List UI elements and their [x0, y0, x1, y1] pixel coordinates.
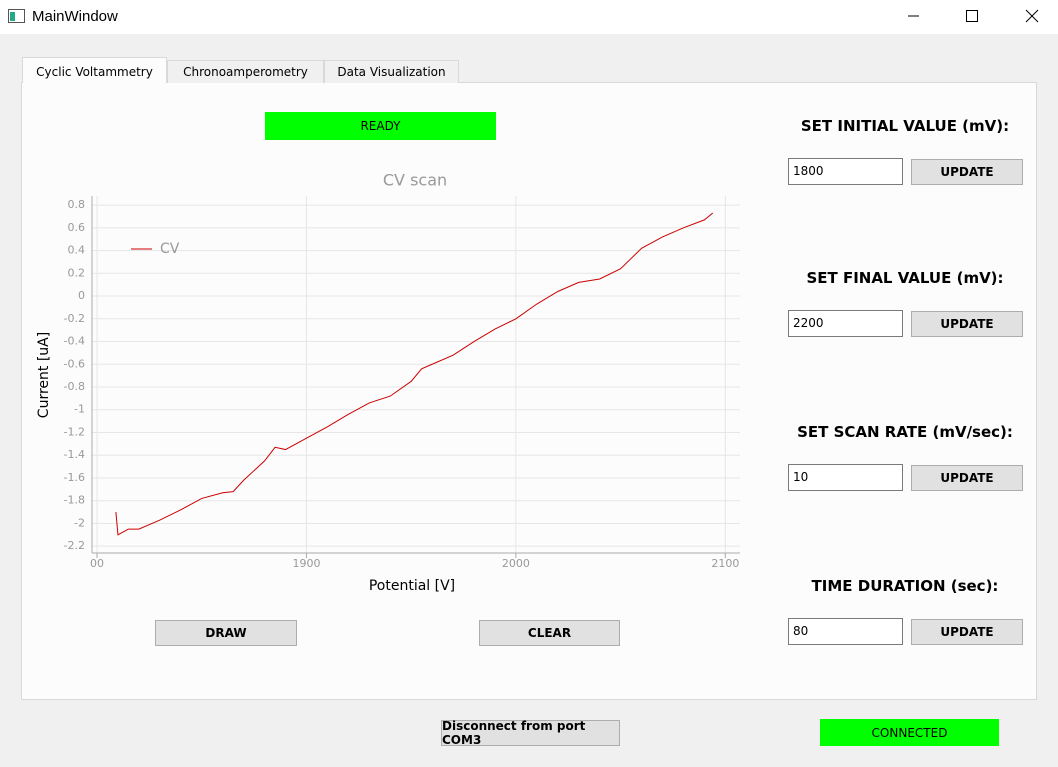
y-tick-label: 0.2	[68, 266, 86, 279]
update-button[interactable]: UPDATE	[911, 311, 1023, 337]
setting-label: SET SCAN RATE (mV/sec):	[797, 423, 1013, 441]
y-tick-label: 0.8	[68, 198, 86, 211]
draw-button[interactable]: DRAW	[155, 620, 297, 646]
y-tick-label: -2	[74, 516, 85, 529]
y-tick-label: -1.8	[64, 494, 85, 507]
y-tick-label: -0.4	[64, 335, 85, 348]
tab-pane	[21, 82, 1037, 700]
title-bar: MainWindow	[0, 0, 1058, 34]
tab[interactable]: Data Visualization	[324, 60, 459, 83]
y-tick-label: 0	[78, 289, 85, 302]
y-tick-label: -2.2	[64, 539, 85, 552]
chart-title: CV scan	[383, 171, 447, 190]
setting-input[interactable]: 1800	[788, 158, 903, 185]
y-tick-label: -1.2	[64, 425, 85, 438]
disconnect-button[interactable]: Disconnect from port COM3	[441, 719, 620, 747]
status-indicator: READY	[265, 112, 496, 140]
y-axis-label: Current [uA]	[36, 332, 52, 418]
chart: CV scan Potential [V] Current [uA] 0.8 0.…	[36, 171, 740, 594]
legend-label: CV	[160, 241, 180, 257]
update-button[interactable]: UPDATE	[911, 159, 1023, 185]
y-tick-label: -0.8	[64, 380, 85, 393]
setting-label: SET FINAL VALUE (mV):	[806, 269, 1004, 287]
window-controls[interactable]	[900, 5, 1050, 29]
setting-input[interactable]: 80	[788, 618, 903, 645]
x-tick-label: 2100	[711, 557, 739, 570]
tab[interactable]: Chronoamperometry	[167, 60, 324, 83]
y-tick-label: -0.6	[64, 357, 85, 370]
window-title: MainWindow	[32, 8, 118, 25]
setting-input[interactable]: 10	[788, 464, 903, 491]
x-tick-label: 00	[90, 557, 104, 570]
y-tick-label: 0.4	[68, 244, 86, 257]
app-icon	[8, 9, 25, 23]
x-tick-label: 1900	[292, 557, 320, 570]
update-button[interactable]: UPDATE	[911, 619, 1023, 645]
clear-button[interactable]: CLEAR	[479, 620, 620, 646]
y-tick-label: -1	[74, 403, 85, 416]
y-tick-label: -1.4	[64, 448, 85, 461]
y-tick-label: 0.6	[68, 221, 86, 234]
y-tick-label: -0.2	[64, 312, 85, 325]
x-tick-label: 2000	[502, 557, 530, 570]
update-button[interactable]: UPDATE	[911, 465, 1023, 491]
y-tick-label: -1.6	[64, 471, 85, 484]
x-axis-label: Potential [V]	[369, 578, 455, 594]
setting-label: TIME DURATION (sec):	[811, 577, 999, 595]
tab[interactable]: Cyclic Voltammetry	[22, 57, 167, 83]
connection-indicator: CONNECTED	[820, 719, 999, 746]
setting-input[interactable]: 2200	[788, 310, 903, 337]
setting-label: SET INITIAL VALUE (mV):	[800, 117, 1010, 135]
data-line	[115, 212, 714, 536]
